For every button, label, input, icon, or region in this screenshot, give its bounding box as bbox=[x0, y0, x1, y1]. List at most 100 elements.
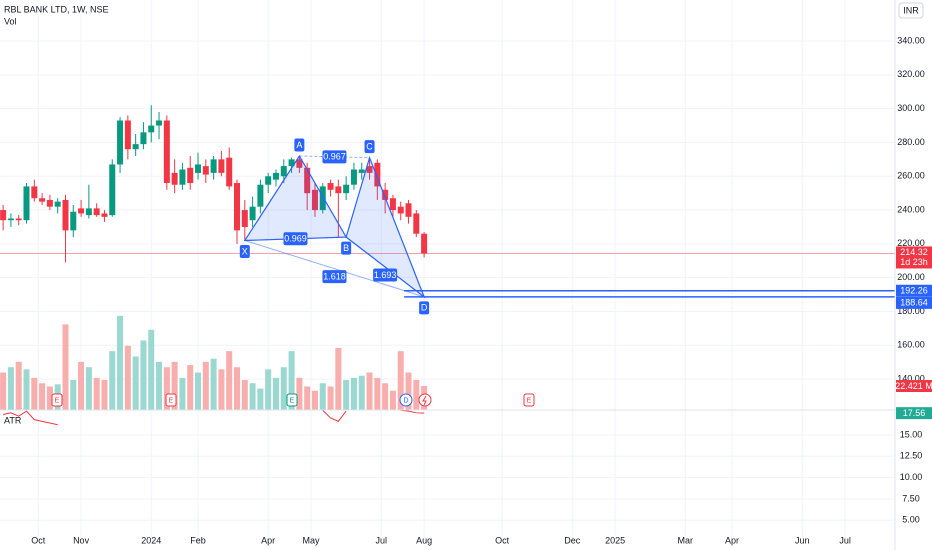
atr-tick-label: 7.50 bbox=[902, 493, 920, 503]
pattern-point-label-box bbox=[364, 140, 375, 154]
candle-body bbox=[179, 169, 186, 185]
atr-line bbox=[322, 410, 347, 422]
atr-tick-label: 5.00 bbox=[902, 515, 920, 525]
pattern-point-label: X bbox=[242, 246, 248, 256]
candle-body bbox=[140, 132, 147, 145]
candle-body bbox=[405, 203, 412, 217]
x-tick-label: Jun bbox=[795, 535, 810, 545]
pattern-ratio-box bbox=[322, 270, 347, 284]
currency-box[interactable] bbox=[898, 2, 924, 19]
volume-bar bbox=[148, 329, 155, 410]
candle-body bbox=[241, 210, 248, 227]
volume-bar bbox=[210, 358, 217, 410]
volume-bar bbox=[0, 372, 7, 410]
y-tick-label: 160.00 bbox=[897, 340, 925, 350]
y-tick-label: 280.00 bbox=[897, 137, 925, 147]
candle-body bbox=[226, 157, 233, 187]
pattern-line bbox=[244, 240, 425, 298]
candle-body bbox=[327, 183, 334, 190]
currency[interactable]: INR bbox=[903, 5, 919, 15]
volume-bar bbox=[272, 377, 279, 410]
last-price: 214.32 bbox=[900, 247, 928, 257]
split-icon bbox=[422, 395, 427, 406]
candle-body bbox=[296, 159, 303, 168]
x-tick-label: Jul bbox=[375, 535, 387, 545]
volume-badge-box bbox=[896, 380, 932, 393]
volume-bar bbox=[241, 380, 248, 410]
split-marker bbox=[418, 393, 432, 407]
candle-body bbox=[265, 176, 272, 185]
event-label: E bbox=[527, 397, 532, 404]
candle-body bbox=[218, 159, 225, 173]
pattern-point-label: D bbox=[421, 303, 428, 313]
candle-body bbox=[413, 213, 420, 234]
candle-body bbox=[78, 208, 85, 214]
x-tick-label: Apr bbox=[725, 535, 739, 545]
volume-bar bbox=[78, 361, 85, 410]
atr-legend: ATR bbox=[4, 415, 22, 425]
candle-body bbox=[335, 186, 342, 194]
candle-body bbox=[343, 184, 350, 194]
volume-bar bbox=[39, 383, 46, 410]
volume-bar bbox=[132, 356, 139, 410]
volume-bar bbox=[327, 386, 334, 410]
x-tick-label: Feb bbox=[190, 535, 206, 545]
atr-line bbox=[3, 410, 58, 426]
candle-body bbox=[280, 166, 287, 177]
volume-bar bbox=[335, 347, 342, 410]
pattern-point-label: A bbox=[296, 140, 302, 150]
candle-body bbox=[366, 166, 373, 173]
level-badge-box bbox=[896, 284, 932, 297]
x-tick-label: Aug bbox=[416, 535, 432, 545]
volume-bar bbox=[280, 367, 287, 410]
y-tick-label: 320.00 bbox=[897, 69, 925, 79]
x-tick-label: Nov bbox=[73, 535, 90, 545]
volume-bar bbox=[397, 351, 404, 410]
candle-body bbox=[46, 199, 53, 207]
candle-body bbox=[171, 172, 178, 185]
candle-body bbox=[257, 184, 264, 207]
pattern-point-label-box bbox=[239, 244, 250, 258]
volume-bar bbox=[31, 377, 38, 410]
candle-body bbox=[93, 208, 100, 216]
x-tick-label: Oct bbox=[31, 535, 46, 545]
y-tick-label: 340.00 bbox=[897, 35, 925, 45]
volume-bar bbox=[117, 315, 124, 410]
pattern-point-label-box bbox=[341, 241, 352, 255]
candle-body bbox=[319, 186, 326, 211]
pattern-point-label: C bbox=[366, 142, 373, 152]
candle-body bbox=[109, 164, 116, 216]
volume-bar bbox=[374, 377, 381, 410]
candle-body bbox=[101, 213, 108, 217]
volume-bar bbox=[202, 361, 209, 410]
volume-bar bbox=[311, 390, 318, 410]
volume-bar bbox=[249, 383, 256, 410]
volume-bar bbox=[195, 372, 202, 410]
volume-bar bbox=[156, 361, 163, 410]
pattern-point-label: B bbox=[343, 243, 349, 253]
volume-bar bbox=[234, 367, 241, 410]
volume-bar bbox=[179, 377, 186, 410]
candle-body bbox=[62, 199, 69, 231]
candle-body bbox=[148, 125, 155, 133]
pattern-ratio: 0.967 bbox=[323, 152, 346, 162]
candle-body bbox=[397, 206, 404, 214]
countdown: 1d 23h bbox=[900, 257, 928, 267]
atr-tick-label: 10.00 bbox=[900, 472, 923, 482]
volume-bar bbox=[366, 372, 373, 410]
y-tick-label: 140.00 bbox=[897, 373, 925, 383]
volume-bar bbox=[7, 367, 14, 410]
candle-body bbox=[389, 198, 396, 211]
candle-body bbox=[117, 120, 124, 165]
pattern-point-label-box bbox=[294, 138, 305, 152]
volume-bar bbox=[163, 367, 170, 410]
pattern-ratio-box bbox=[373, 268, 398, 282]
last-price-badge-box bbox=[896, 246, 932, 269]
candle-body bbox=[156, 120, 163, 126]
y-tick-label: 300.00 bbox=[897, 103, 925, 113]
atr-tick-label: 15.00 bbox=[900, 429, 923, 439]
x-tick-label: Dec bbox=[564, 535, 581, 545]
volume-bar bbox=[382, 383, 389, 410]
volume-bar bbox=[304, 386, 311, 410]
